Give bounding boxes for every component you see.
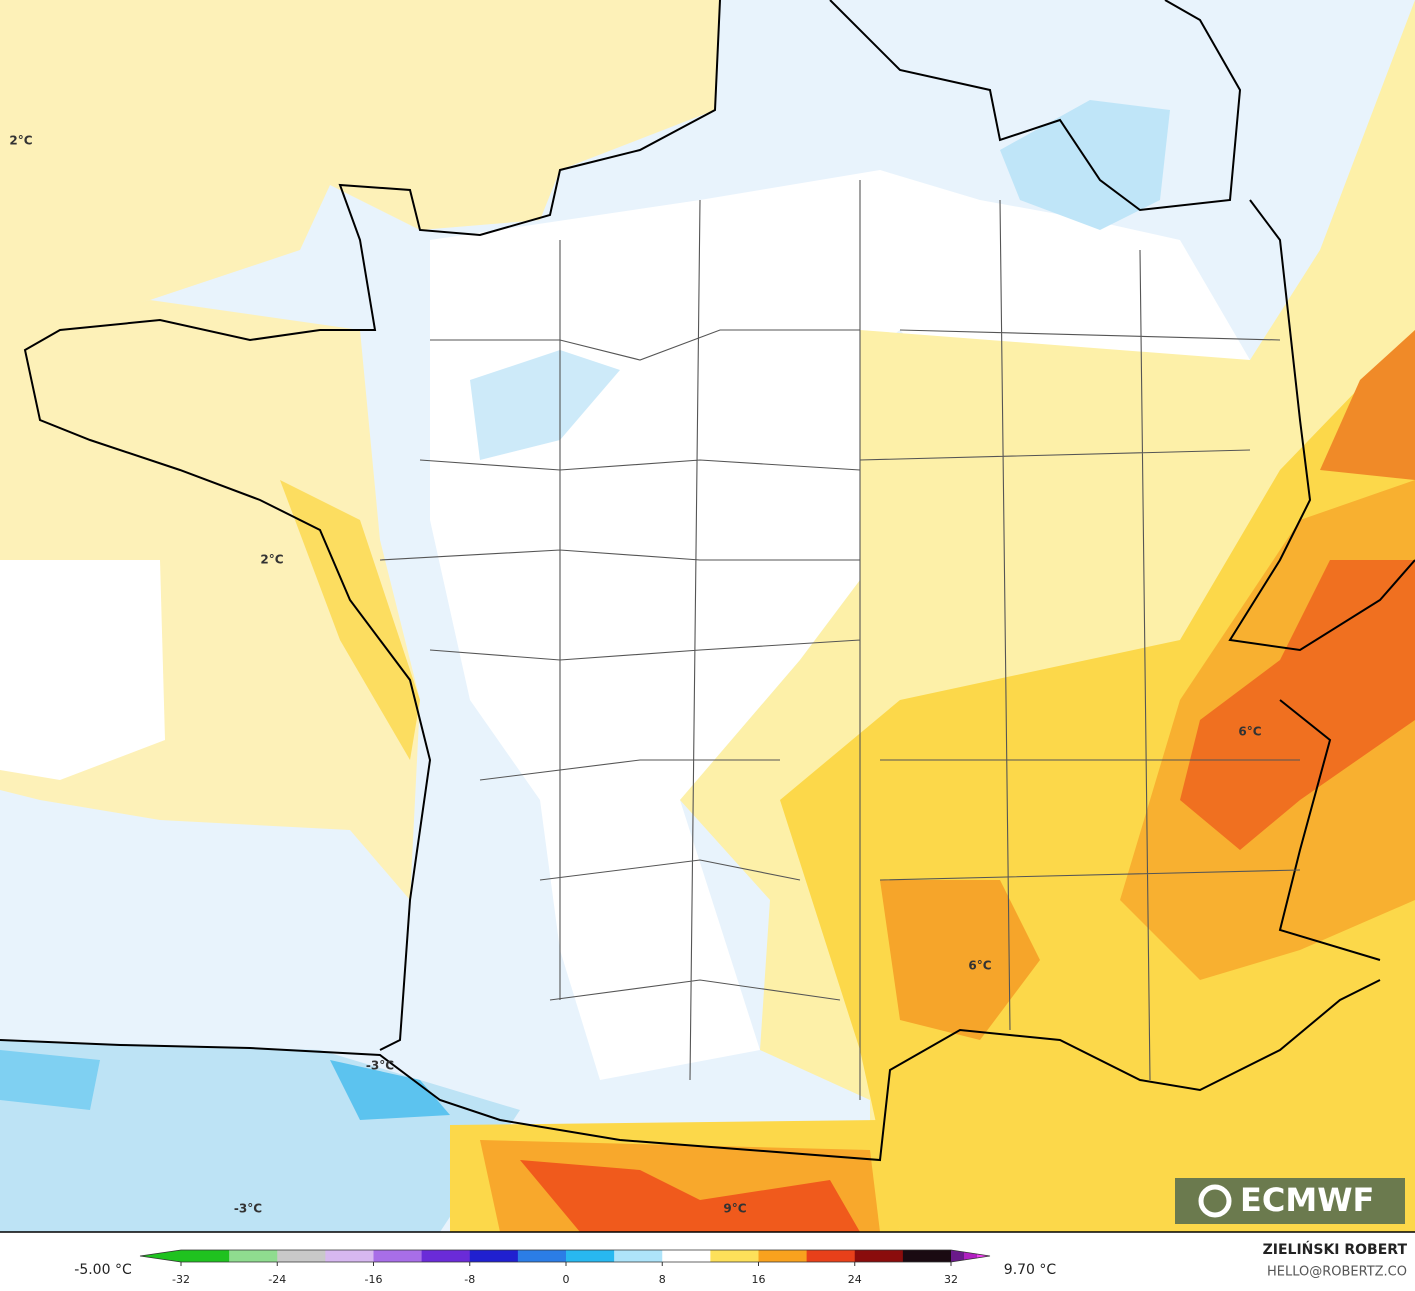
contact: HELLO@ROBERTZ.CO (1267, 1265, 1407, 1280)
colorbar-segment (710, 1250, 759, 1262)
colorbar-extend (951, 1250, 964, 1262)
logo-icon (1198, 1184, 1232, 1218)
field-cold (0, 1050, 100, 1110)
field-warm (280, 480, 420, 760)
contour-label: 2°C (9, 134, 32, 148)
colorbar-extend (977, 1254, 990, 1258)
colorbar-tick-label: -32 (172, 1273, 190, 1286)
colorbar-segment (614, 1250, 663, 1262)
colorbar-segment (566, 1250, 615, 1262)
border (829, 0, 1415, 961)
contour-label: 6°C (1238, 725, 1261, 739)
colorbar-segment (517, 1250, 567, 1262)
contour-label: 9°C (723, 1202, 746, 1216)
logo-text: ECMWF (1240, 1181, 1374, 1219)
colorbar-segment (758, 1250, 808, 1262)
contour-label: 2°C (260, 553, 283, 567)
author: ZIELIŃSKI ROBERT (1263, 1240, 1408, 1258)
colorbar-segment (421, 1250, 471, 1262)
colorbar-tick-label: 8 (659, 1273, 666, 1286)
colorbar-extend (964, 1252, 977, 1260)
field-warm (0, 0, 720, 330)
max-label: 9.70 °C (1004, 1262, 1057, 1278)
min-label: -5.00 °C (74, 1262, 132, 1278)
colorbar-tick-label: -24 (268, 1273, 286, 1286)
field-orange (880, 880, 1040, 1040)
colorbar-tick-label: -16 (365, 1273, 383, 1286)
colorbar-segment (277, 1250, 326, 1262)
contour-label: -3°C (366, 1059, 394, 1073)
colorbar-segment (469, 1250, 519, 1262)
field-red (520, 1160, 860, 1232)
map: 2°C 2°C 6°C 6°C -3°C -3°C 9°C ECMWF (0, 0, 1415, 1233)
colorbar-segment (229, 1250, 278, 1262)
colorbar-tick-label: 0 (563, 1273, 570, 1286)
coastline (0, 979, 1381, 1162)
colorbar-segment (325, 1250, 374, 1262)
colorbar-segment (902, 1250, 952, 1262)
colorbar: -5.00 °C 9.70 °C -32 -24 -16 -8 0 8 16 24 32 (74, 1249, 1057, 1286)
colorbar-segment (181, 1250, 230, 1262)
colorbar-segment (662, 1250, 711, 1262)
department-borders (379, 180, 1301, 1100)
field-cold (470, 350, 620, 460)
colorbar-tick-label: -8 (464, 1273, 475, 1286)
field-cold (1000, 100, 1170, 230)
field-cold (330, 1060, 450, 1120)
colorbar-extend (140, 1250, 181, 1262)
colorbar-segment (806, 1250, 856, 1262)
colorbar-tick-label: 32 (944, 1273, 958, 1286)
colorbar-segment (854, 1250, 904, 1262)
field-red (1180, 560, 1415, 850)
colorbar-tick-label: 24 (848, 1273, 862, 1286)
field-orange (1320, 330, 1415, 480)
field-white (0, 560, 165, 780)
contour-label: 6°C (968, 959, 991, 973)
coastline (23, 0, 721, 1051)
colorbar-segment (373, 1250, 423, 1262)
colorbar-tick-label: 16 (752, 1273, 766, 1286)
contour-label: -3°C (234, 1202, 262, 1216)
